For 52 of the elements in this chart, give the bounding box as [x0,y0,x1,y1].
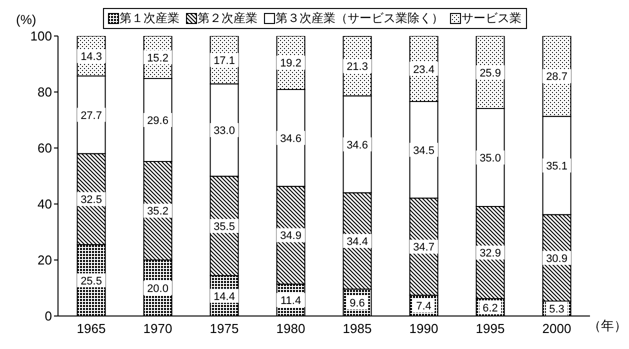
x-tick-label: 1985 [342,321,372,336]
x-axis-title: （年） [588,317,627,335]
data-label: 28.7 [546,71,568,84]
data-label: 15.2 [147,52,168,64]
legend-label: 第２次産業 [196,10,258,27]
y-tick-label: 0 [44,308,52,324]
legend-label: 第１次産業 [118,10,180,27]
data-label: 35.2 [147,206,168,218]
data-label: 32.5 [80,194,102,206]
data-label: 34.9 [280,230,302,242]
data-label: 17.1 [214,54,235,67]
data-label: 35.0 [480,152,501,165]
data-label: 6.2 [482,302,498,314]
data-label: 32.9 [480,248,501,260]
legend-label: 第３次産業（サービス業除く） [274,10,444,27]
data-label: 27.7 [80,110,102,122]
data-label: 35.1 [546,160,568,172]
data-label: 14.4 [214,290,235,303]
data-label: 30.9 [546,252,568,265]
x-tick-label: 1970 [143,321,172,336]
x-tick-label: 1980 [276,321,306,336]
y-tick-label: 100 [30,28,52,44]
data-label: 14.3 [80,51,102,64]
x-tick-label: 1995 [476,321,505,336]
data-label: 20.0 [147,283,168,295]
data-label: 9.6 [350,298,365,310]
data-label: 33.0 [214,125,235,138]
x-tick-label: 1965 [76,321,106,336]
x-tick-label: 1990 [409,321,438,336]
data-label: 25.9 [480,67,501,80]
y-tick-label: 20 [38,252,52,268]
data-label: 29.6 [147,115,168,127]
data-label: 23.4 [413,64,434,76]
data-label: 25.5 [80,275,102,288]
data-label: 5.3 [549,304,564,316]
data-label: 34.6 [280,132,302,145]
data-label: 7.4 [416,300,432,313]
y-axis-title: (%) [16,12,36,27]
data-label: 21.3 [346,61,368,74]
x-tick-label: 1975 [210,321,239,336]
data-label: 34.6 [346,139,368,152]
data-label: 34.7 [413,242,434,254]
legend-label: サービス業 [460,10,522,27]
y-tick-label: 40 [38,196,52,212]
data-label: 11.4 [280,295,302,308]
y-tick-label: 60 [38,140,52,156]
data-label: 35.5 [214,220,235,233]
data-label: 34.5 [413,144,434,157]
data-label: 34.4 [346,236,368,248]
data-label: 19.2 [280,58,302,70]
y-tick-label: 80 [38,84,52,100]
x-tick-label: 2000 [542,321,572,336]
